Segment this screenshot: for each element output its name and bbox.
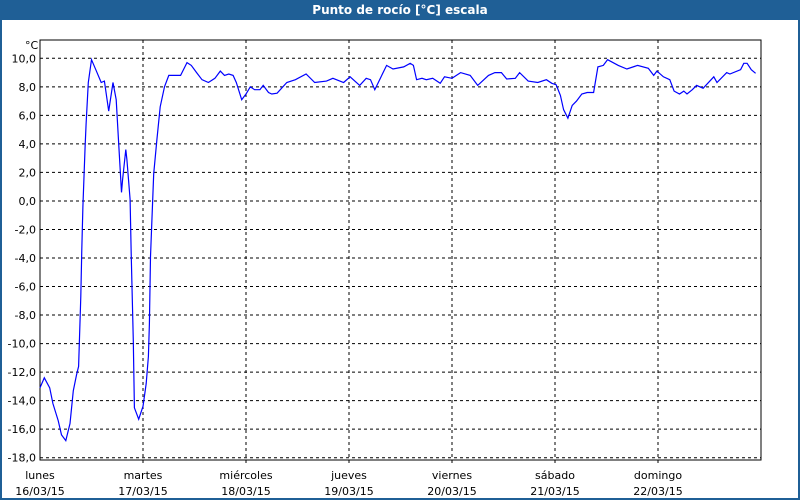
y-tick-label: -8,0 xyxy=(15,309,36,322)
y-tick-label: -6,0 xyxy=(15,281,36,294)
y-tick-label: 4,0 xyxy=(19,138,37,151)
y-tick-label: -18,0 xyxy=(8,452,36,465)
x-tick-day: lunes xyxy=(25,469,55,482)
y-tick-label: -4,0 xyxy=(15,252,36,265)
y-tick-label: -10,0 xyxy=(8,338,36,351)
series-line xyxy=(39,57,756,442)
y-tick-label: -12,0 xyxy=(8,366,36,379)
plot-frame xyxy=(39,39,762,461)
x-tick-date: 19/03/15 xyxy=(324,485,373,498)
x-tick-day: martes xyxy=(124,469,163,482)
x-tick-day: miércoles xyxy=(219,469,272,482)
y-tick-label: 10,0 xyxy=(12,52,37,65)
y-tick-label: -14,0 xyxy=(8,395,36,408)
chart-window xyxy=(0,20,800,500)
x-tick-date: 21/03/15 xyxy=(530,485,579,498)
x-tick-day: sábado xyxy=(535,469,575,482)
window-title: Punto de rocío [°C] escala xyxy=(0,0,800,20)
y-axis-unit: °C xyxy=(25,39,39,52)
x-tick-date: 17/03/15 xyxy=(118,485,167,498)
x-tick-date: 22/03/15 xyxy=(633,485,682,498)
x-tick-day: jueves xyxy=(330,469,367,482)
y-tick-label: -16,0 xyxy=(8,423,36,436)
x-tick-date: 20/03/15 xyxy=(427,485,476,498)
y-tick-label: 2,0 xyxy=(19,166,37,179)
x-tick-date: 16/03/15 xyxy=(15,485,64,498)
y-tick-label: 6,0 xyxy=(19,109,37,122)
x-tick-day: viernes xyxy=(432,469,472,482)
x-tick-day: domingo xyxy=(634,469,682,482)
y-tick-label: 0,0 xyxy=(19,195,37,208)
y-tick-label: 8,0 xyxy=(19,81,37,94)
y-tick-label: -2,0 xyxy=(15,223,36,236)
x-tick-date: 18/03/15 xyxy=(221,485,270,498)
